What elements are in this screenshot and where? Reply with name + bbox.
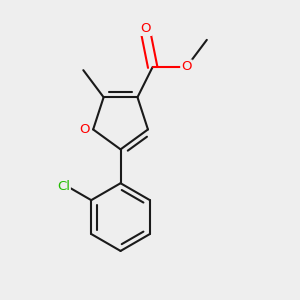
- Text: O: O: [141, 22, 151, 35]
- Text: O: O: [80, 123, 90, 136]
- Text: O: O: [181, 61, 192, 74]
- Text: Cl: Cl: [57, 180, 70, 193]
